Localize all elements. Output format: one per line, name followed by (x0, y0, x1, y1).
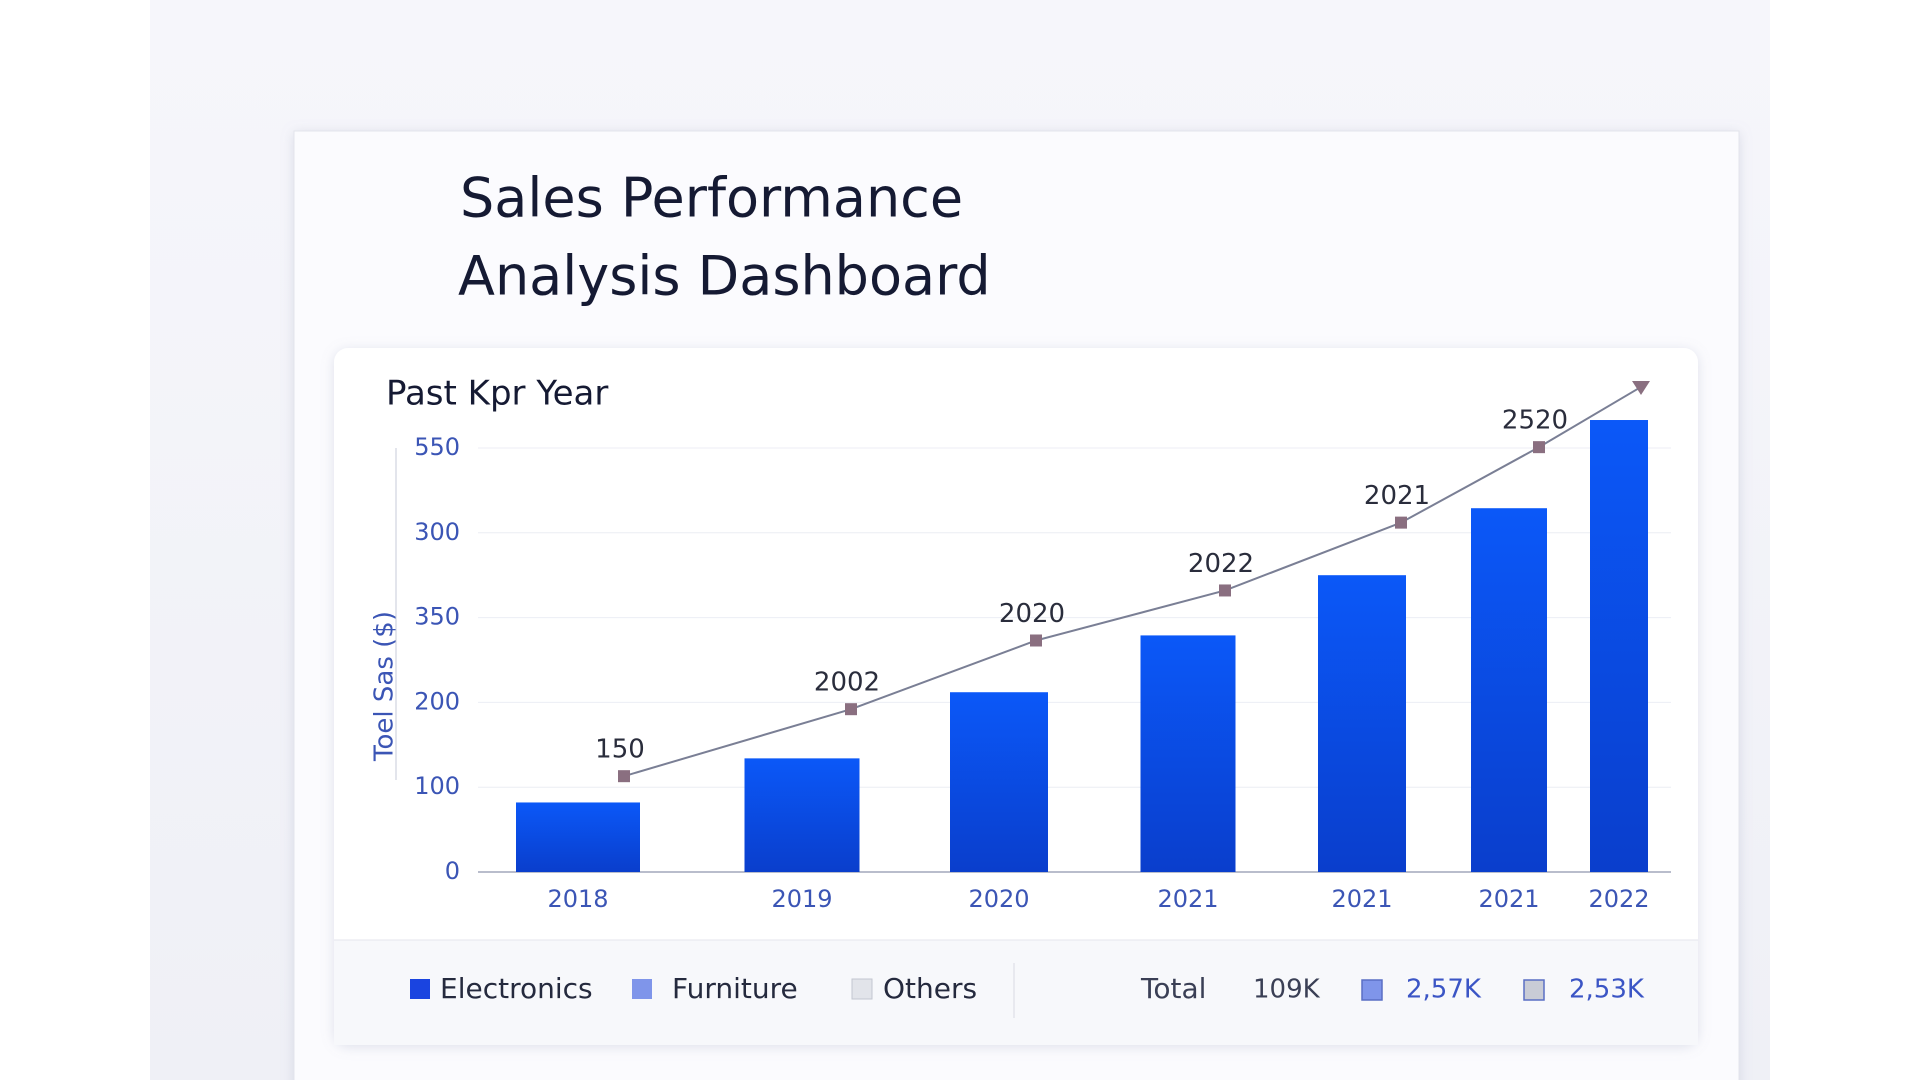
trend-annotation: 2520 (1502, 406, 1568, 436)
footer-bar (334, 940, 1698, 1045)
trend-arrow (1632, 380, 1650, 395)
trend-marker (1533, 441, 1545, 454)
y-tick-label: 350 (414, 603, 460, 631)
bar (744, 758, 860, 872)
trend-marker (845, 703, 857, 716)
bar (1140, 635, 1236, 872)
bar (1590, 420, 1648, 872)
legend-label: Electronics (440, 972, 593, 1005)
total-value: 109K (1253, 975, 1321, 1005)
x-tick-label: 2018 (547, 885, 608, 913)
bar (516, 802, 640, 872)
legend-label: Others (883, 972, 977, 1005)
bar (950, 692, 1048, 872)
trend-marker (1395, 516, 1407, 529)
x-tick-label: 2020 (968, 885, 1029, 913)
bar (1471, 508, 1547, 872)
x-tick-label: 2021 (1478, 885, 1539, 913)
legend-label: Furniture (672, 972, 798, 1005)
y-tick-label: 300 (414, 518, 460, 546)
x-tick-label: 2021 (1331, 885, 1392, 913)
legend-swatch (851, 978, 873, 1000)
total-label: Total (1140, 972, 1206, 1005)
stat-value: 2,53K (1569, 975, 1645, 1005)
y-axis-label: Toel Sas ($) (370, 611, 400, 762)
trend-annotation: 150 (595, 735, 645, 765)
stat-swatch (1523, 979, 1545, 1001)
chart-subtitle: Past Kpr Year (386, 374, 608, 414)
x-tick-label: 2022 (1588, 885, 1649, 913)
trend-marker (618, 770, 630, 783)
legend-swatch (632, 979, 652, 999)
trend-annotation: 2022 (1188, 549, 1254, 579)
y-tick-label: 550 (414, 433, 460, 461)
trend-annotation: 2002 (814, 668, 880, 698)
legend-swatch (410, 979, 430, 999)
y-tick-label: 200 (414, 687, 460, 715)
bar (1318, 575, 1406, 872)
x-tick-label: 2019 (771, 885, 832, 913)
y-tick-label: 100 (414, 772, 460, 800)
trend-marker (1219, 584, 1231, 597)
trend-annotation: 2020 (999, 599, 1065, 629)
title-line: Sales Performance (460, 167, 963, 230)
y-tick-label: 0 (445, 857, 460, 885)
stat-swatch (1361, 979, 1383, 1001)
stat-value: 2,57K (1406, 975, 1482, 1005)
trend-marker (1030, 634, 1042, 647)
x-tick-label: 2021 (1157, 885, 1218, 913)
title-line: Analysis Dashboard (458, 245, 991, 308)
trend-annotation: 2021 (1364, 481, 1430, 511)
